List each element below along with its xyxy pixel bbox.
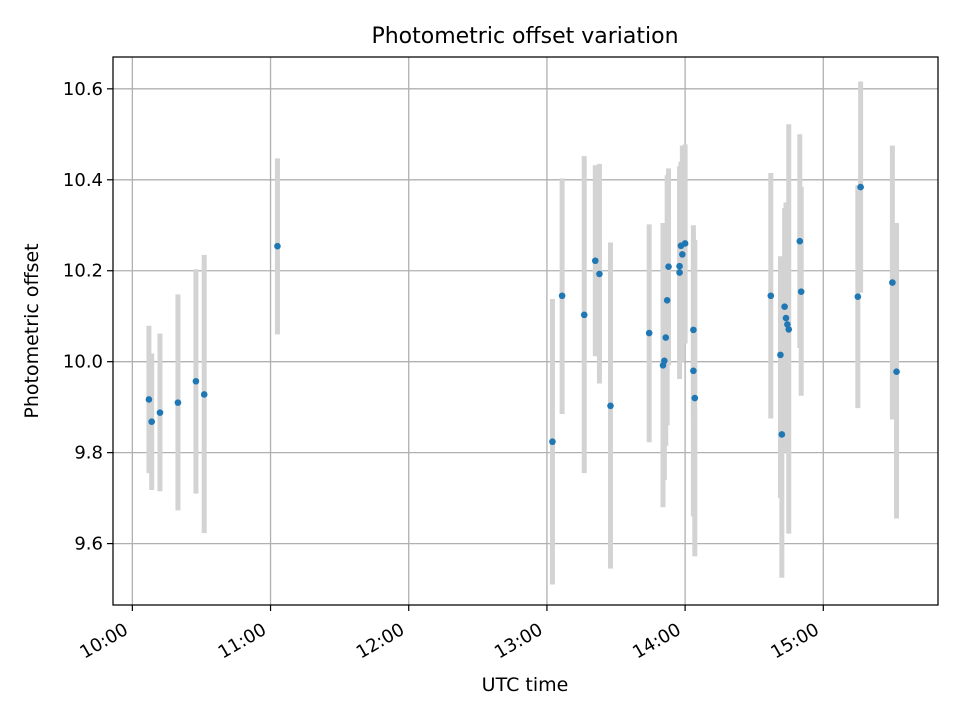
data-point	[662, 334, 670, 341]
data-point	[781, 303, 788, 310]
data-point	[156, 409, 164, 416]
data-point	[857, 183, 864, 191]
data-point	[558, 292, 566, 300]
data-point	[681, 240, 689, 247]
data-point	[679, 251, 686, 258]
y-tick-label: 10.2	[63, 261, 103, 282]
data-point	[676, 269, 683, 276]
plot-frame	[112, 56, 939, 606]
data-point	[192, 377, 200, 385]
data-point	[889, 279, 896, 286]
data-point	[796, 237, 804, 245]
data-point	[782, 314, 790, 322]
data-point	[591, 257, 599, 265]
data-point	[596, 270, 603, 278]
data-point	[785, 326, 793, 333]
data-point	[665, 263, 672, 270]
x-axis-label: UTC time	[482, 674, 569, 696]
data-point	[145, 396, 153, 403]
data-point	[148, 418, 155, 426]
data-point	[274, 242, 281, 250]
data-point	[174, 399, 182, 406]
data-point	[777, 351, 784, 359]
data-point	[767, 292, 775, 300]
data-point	[690, 326, 697, 334]
y-tick-label: 9.8	[74, 443, 103, 464]
data-point	[784, 321, 791, 328]
data-point	[580, 311, 588, 319]
data-point	[676, 262, 683, 270]
chart-title: Photometric offset variation	[371, 24, 678, 49]
data-point	[645, 329, 653, 337]
y-tick-label: 10.4	[63, 170, 103, 191]
data-point	[661, 357, 668, 365]
y-tick-label: 10.0	[63, 352, 103, 373]
data-point	[690, 367, 697, 375]
data-point	[854, 293, 862, 300]
data-point	[663, 297, 671, 304]
data-point	[797, 288, 805, 295]
data-point	[893, 368, 900, 376]
data-point	[778, 431, 786, 438]
data-points	[145, 183, 900, 446]
data-point	[549, 438, 556, 446]
data-point	[691, 394, 699, 402]
y-tick-label: 10.6	[63, 79, 103, 100]
y-axis-label: Photometric offset	[21, 243, 43, 418]
data-point	[607, 402, 614, 410]
data-point	[200, 391, 208, 398]
y-axis-ticks: 9.6 9.8 10.0 10.2 10.4 10.6	[63, 79, 113, 555]
y-tick-label: 9.6	[74, 534, 103, 555]
